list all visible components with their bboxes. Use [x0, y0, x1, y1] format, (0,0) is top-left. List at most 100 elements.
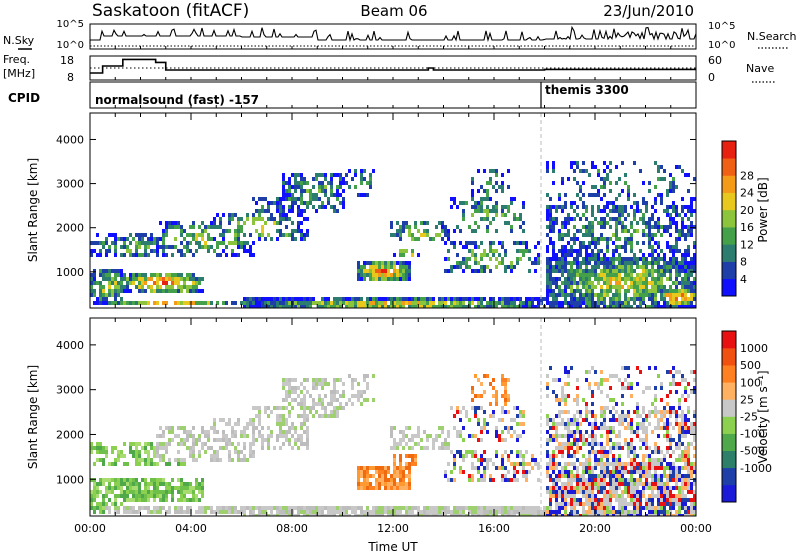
echo-cell	[588, 281, 591, 285]
echo-cell	[555, 506, 558, 510]
echo-cell	[177, 462, 180, 466]
echo-cell	[594, 185, 597, 189]
echo-cell	[657, 225, 660, 229]
echo-cell	[615, 225, 618, 229]
echo-cell	[279, 510, 282, 514]
echo-cell	[555, 293, 558, 297]
echo-cell	[570, 253, 573, 257]
echo-cell	[333, 173, 336, 177]
echo-cell	[285, 434, 288, 438]
echo-cell	[441, 237, 444, 241]
echo-cell	[360, 177, 363, 181]
echo-cell	[390, 426, 393, 430]
echo-cell	[408, 305, 411, 308]
echo-cell	[516, 422, 519, 426]
echo-cell	[576, 297, 579, 301]
echo-cell	[594, 450, 597, 454]
echo-cell	[294, 229, 297, 233]
echo-cell	[513, 470, 516, 474]
echo-cell	[372, 486, 375, 490]
echo-cell	[591, 506, 594, 510]
echo-cell	[663, 293, 666, 297]
echo-cell	[654, 366, 657, 370]
echo-cell	[633, 293, 636, 297]
echo-cell	[429, 506, 432, 510]
echo-cell	[147, 462, 150, 466]
echo-cell	[495, 430, 498, 434]
echo-cell	[258, 237, 261, 241]
echo-cell	[549, 510, 552, 514]
echo-cell	[609, 490, 612, 494]
echo-cell	[135, 446, 138, 450]
echo-cell	[621, 213, 624, 217]
echo-cell	[201, 426, 204, 430]
echo-cell	[378, 261, 381, 265]
echo-cell	[159, 277, 162, 281]
echo-cell	[432, 301, 435, 305]
echo-cell	[633, 478, 636, 482]
echo-cell	[666, 422, 669, 426]
echo-cell	[246, 458, 249, 462]
echo-cell	[567, 410, 570, 414]
echo-cell	[318, 394, 321, 398]
echo-cell	[99, 289, 102, 293]
echo-cell	[363, 470, 366, 474]
echo-cell	[345, 506, 348, 510]
echo-cell	[231, 426, 234, 430]
echo-cell	[381, 305, 384, 308]
echo-cell	[318, 382, 321, 386]
echo-cell	[681, 297, 684, 301]
echo-cell	[156, 478, 159, 482]
echo-cell	[657, 446, 660, 450]
echo-cell	[285, 197, 288, 201]
echo-cell	[525, 470, 528, 474]
echo-cell	[597, 169, 600, 173]
echo-cell	[615, 237, 618, 241]
echo-cell	[444, 225, 447, 229]
echo-cell	[486, 189, 489, 193]
echo-cell	[111, 502, 114, 506]
echo-cell	[501, 430, 504, 434]
echo-cell	[561, 221, 564, 225]
echo-cell	[441, 506, 444, 510]
echo-cell	[108, 462, 111, 466]
echo-cell	[639, 217, 642, 221]
echo-cell	[606, 277, 609, 281]
echo-cell	[462, 301, 465, 305]
echo-cell	[468, 510, 471, 514]
echo-cell	[576, 402, 579, 406]
echo-cell	[588, 478, 591, 482]
echo-cell	[198, 506, 201, 510]
echo-cell	[435, 510, 438, 514]
echo-cell	[354, 506, 357, 510]
echo-cell	[267, 446, 270, 450]
echo-cell	[663, 269, 666, 273]
echo-cell	[630, 426, 633, 430]
echo-cell	[552, 181, 555, 185]
echo-cell	[681, 430, 684, 434]
echo-cell	[630, 494, 633, 498]
echo-cell	[93, 446, 96, 450]
echo-cell	[681, 418, 684, 422]
echo-cell	[636, 486, 639, 490]
echo-cell	[642, 261, 645, 265]
echo-cell	[666, 514, 669, 516]
echo-cell	[594, 293, 597, 297]
echo-cell	[207, 237, 210, 241]
echo-cell	[486, 506, 489, 510]
echo-cell	[174, 486, 177, 490]
echo-cell	[336, 305, 339, 308]
echo-cell	[621, 418, 624, 422]
echo-cell	[504, 297, 507, 301]
echo-cell	[165, 482, 168, 486]
echo-cell	[399, 506, 402, 510]
echo-cell	[474, 269, 477, 273]
echo-cell	[171, 281, 174, 285]
echo-cell	[630, 498, 633, 502]
echo-cell	[459, 261, 462, 265]
echo-cell	[243, 249, 246, 253]
echo-cell	[672, 426, 675, 430]
echo-cell	[168, 225, 171, 229]
echo-cell	[444, 442, 447, 446]
echo-cell	[567, 305, 570, 308]
